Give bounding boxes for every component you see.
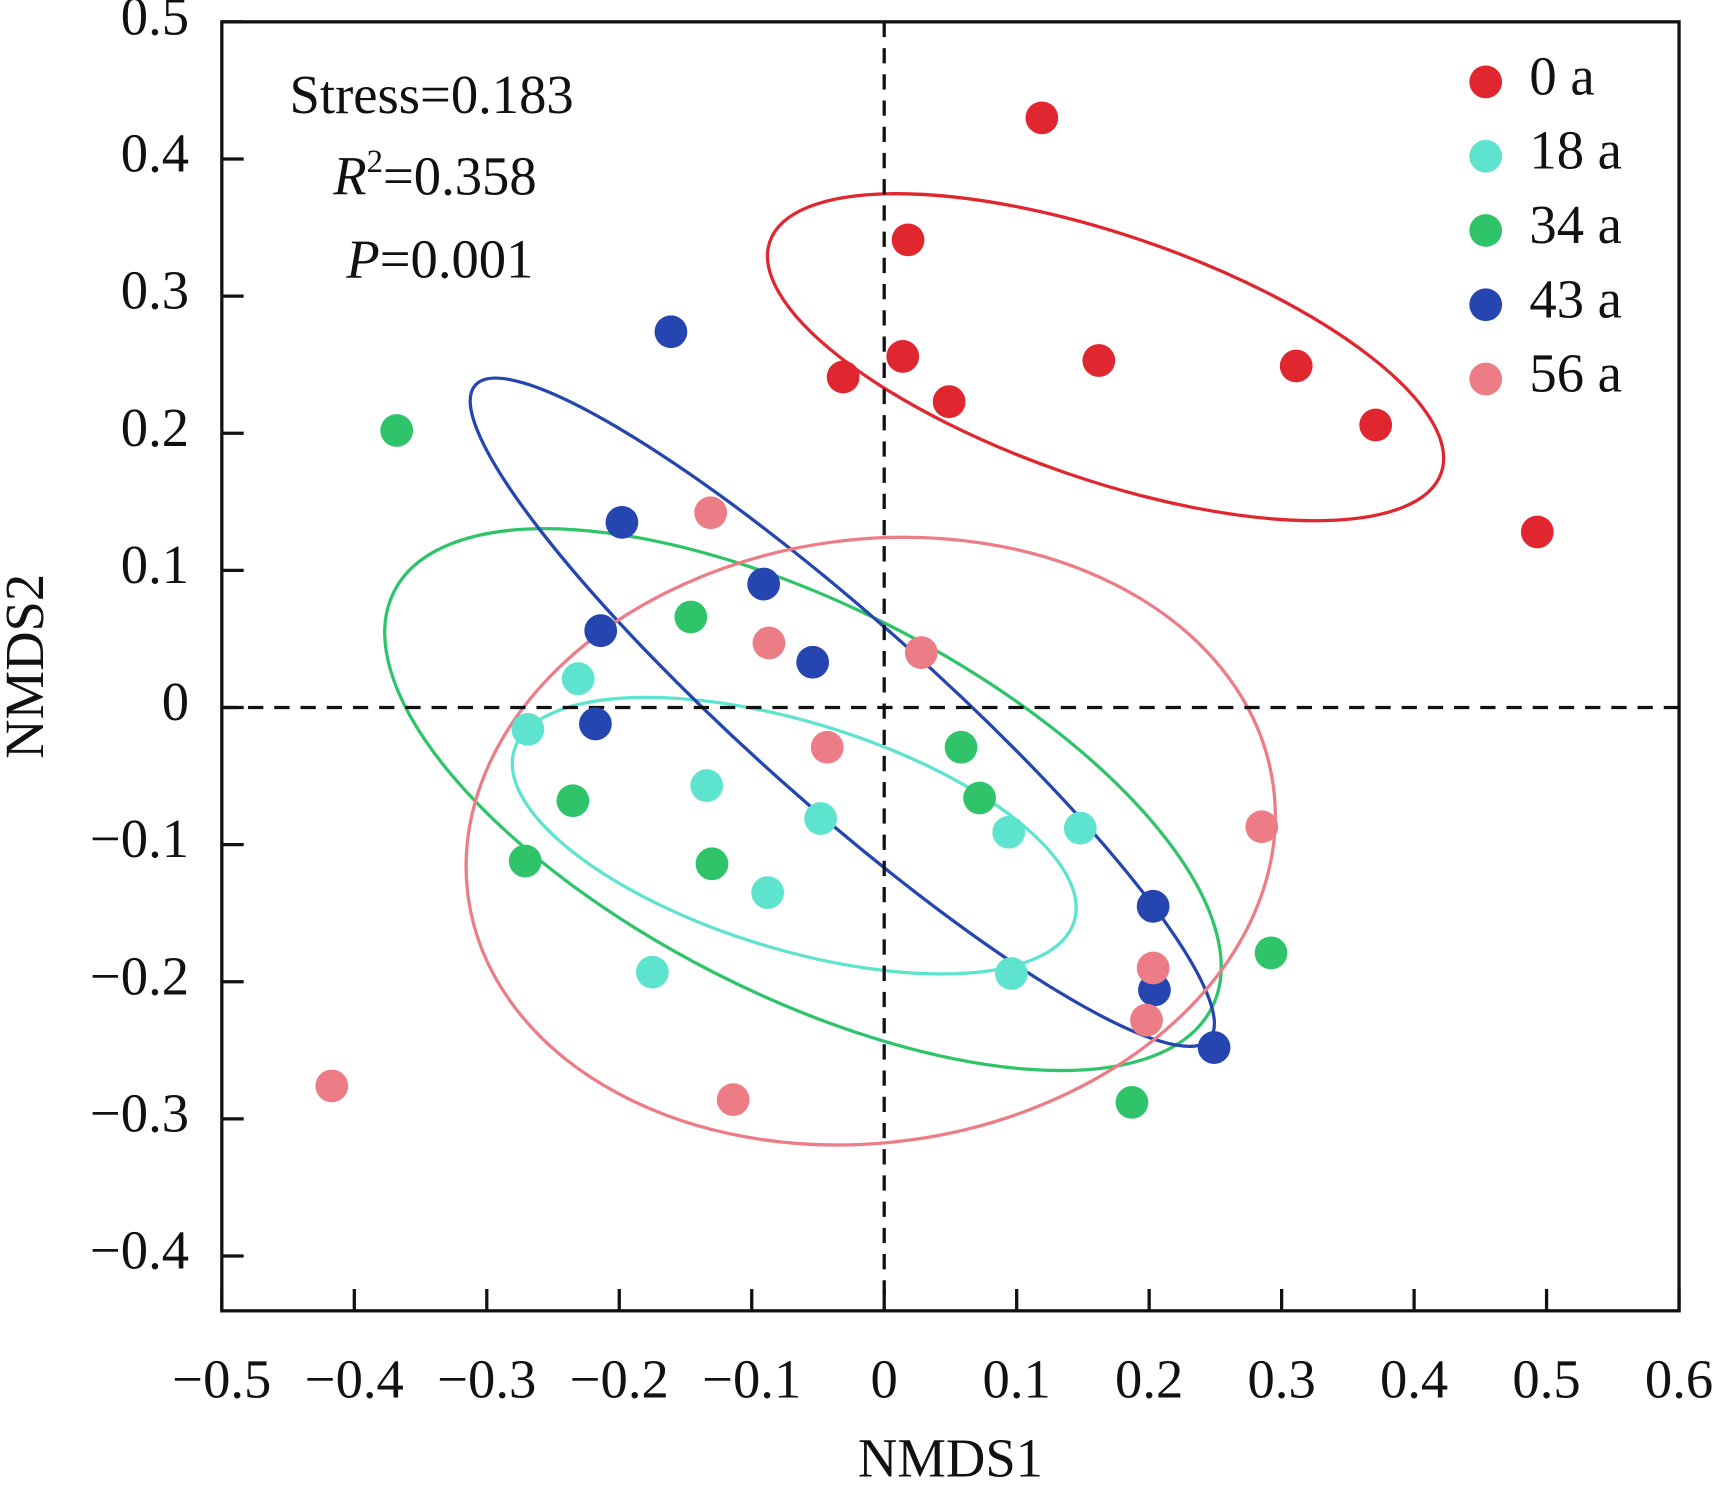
point	[992, 815, 1026, 849]
point	[810, 730, 844, 764]
point	[1279, 349, 1313, 383]
point	[826, 360, 860, 394]
point	[716, 1083, 750, 1117]
point	[804, 802, 838, 835]
x-tick-label: 0.3	[1247, 1349, 1315, 1410]
text: =0.001	[380, 228, 534, 289]
legend-label: 34 a	[1529, 194, 1622, 255]
x-tick-label: 0.5	[1512, 1349, 1580, 1410]
y-tick-label: 0.1	[121, 534, 189, 595]
confidence-ellipse	[464, 535, 1277, 1147]
x-tick-label: 0.1	[983, 1349, 1051, 1410]
legend-label: 18 a	[1529, 120, 1622, 181]
y-tick-label: −0.4	[90, 1220, 189, 1281]
point	[747, 567, 781, 601]
legend-marker	[1469, 65, 1503, 99]
y-tick-label: −0.2	[90, 945, 189, 1006]
x-tick-label: −0.5	[172, 1349, 271, 1410]
y-tick-label: 0.5	[121, 0, 189, 46]
point	[1197, 1031, 1231, 1064]
point	[1115, 1086, 1149, 1119]
point	[380, 414, 414, 447]
point	[694, 496, 728, 530]
point	[654, 315, 688, 349]
point	[690, 769, 724, 803]
symbol: P	[345, 228, 379, 289]
point	[674, 600, 708, 634]
symbol: R	[332, 145, 366, 206]
legend-marker	[1469, 214, 1503, 247]
p-annotation: P=0.001	[345, 228, 533, 289]
x-tick-label: −0.2	[570, 1349, 669, 1410]
point	[1063, 811, 1097, 845]
point	[695, 847, 729, 881]
point	[605, 505, 639, 539]
point	[1359, 408, 1393, 442]
y-axis-title: NMDS2	[0, 574, 55, 759]
legend-marker	[1469, 362, 1503, 396]
point	[994, 957, 1028, 990]
stress-annotation: Stress=0.183	[290, 64, 574, 125]
legend-marker	[1469, 139, 1503, 173]
confidence-ellipse	[510, 695, 1078, 976]
text: =0.358	[383, 145, 537, 206]
point	[904, 636, 938, 670]
point	[1130, 1003, 1163, 1037]
y-tick-label: 0.3	[121, 260, 189, 321]
y-tick-label: −0.3	[90, 1082, 189, 1143]
point	[1082, 344, 1116, 377]
point	[796, 645, 830, 679]
point	[751, 876, 785, 909]
x-tick-label: 0.4	[1380, 1349, 1448, 1410]
y-tick-label: 0.2	[121, 397, 189, 458]
point	[508, 844, 542, 878]
legend-label: 0 a	[1529, 45, 1594, 106]
point	[1520, 515, 1554, 549]
point	[556, 784, 590, 818]
x-axis-title: NMDS1	[858, 1427, 1043, 1488]
point	[1025, 101, 1059, 135]
y-tick-label: 0.4	[121, 123, 189, 184]
point	[932, 385, 966, 419]
y-tick-label: 0	[162, 671, 189, 732]
plot-frame	[220, 20, 1681, 1313]
point	[561, 662, 595, 696]
x-tick-label: 0.6	[1645, 1349, 1713, 1410]
point	[1245, 810, 1279, 844]
point	[1254, 936, 1288, 970]
superscript: 2	[367, 143, 383, 179]
x-tick-label: −0.4	[305, 1349, 404, 1410]
legend-label: 43 a	[1529, 268, 1622, 329]
x-tick-label: 0.2	[1115, 1349, 1183, 1410]
point	[886, 340, 920, 373]
y-tick-label: −0.1	[90, 808, 189, 869]
x-tick-label: −0.1	[702, 1349, 801, 1410]
point	[511, 713, 545, 746]
point	[315, 1069, 349, 1103]
point	[1136, 951, 1170, 985]
point	[891, 223, 925, 257]
point	[1136, 889, 1170, 923]
legend-label: 56 a	[1529, 343, 1622, 404]
confidence-ellipse	[765, 192, 1446, 523]
point	[944, 730, 978, 764]
x-tick-label: 0	[871, 1349, 898, 1410]
point	[963, 781, 996, 815]
x-tick-label: −0.3	[437, 1349, 536, 1410]
point	[635, 955, 669, 989]
r2-annotation: R2=0.358	[332, 143, 536, 205]
point	[752, 626, 786, 660]
point	[584, 614, 618, 648]
legend-marker	[1469, 288, 1503, 322]
point	[579, 707, 612, 741]
